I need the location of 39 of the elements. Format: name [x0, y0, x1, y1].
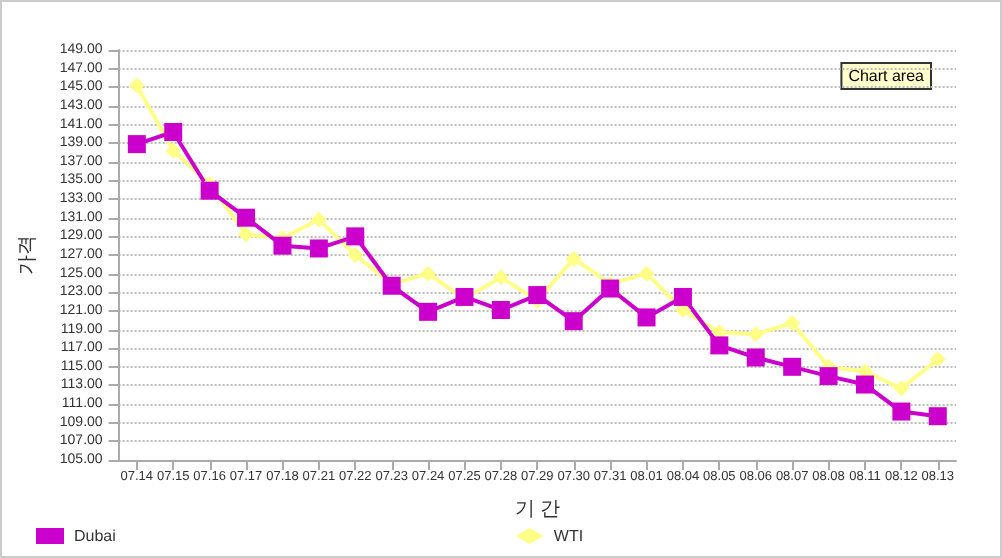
point [784, 315, 801, 332]
point [819, 367, 838, 386]
point [928, 407, 947, 426]
point [892, 402, 911, 421]
point [601, 279, 620, 298]
point [273, 236, 292, 255]
point [165, 142, 182, 159]
point [347, 247, 364, 263]
legend-label: WTI [553, 527, 584, 545]
x-axis-title: 기 간 [514, 499, 561, 521]
point [638, 265, 655, 282]
point [164, 123, 183, 141]
point [746, 348, 765, 367]
legend-label: Dubai [74, 527, 117, 545]
point [565, 250, 582, 267]
point [420, 265, 437, 282]
point [127, 135, 146, 154]
point [528, 286, 547, 305]
point [893, 380, 910, 397]
point [200, 181, 219, 200]
point [238, 226, 255, 243]
point [309, 239, 328, 258]
point [710, 336, 729, 355]
point [929, 351, 946, 368]
point [564, 312, 583, 331]
point [491, 300, 510, 319]
point [783, 357, 802, 376]
point [346, 227, 365, 246]
point [673, 287, 692, 306]
annotation: Chart area [848, 67, 926, 85]
point [237, 208, 256, 227]
y-axis-title: 가격 [17, 235, 39, 275]
point [310, 211, 327, 228]
point [855, 375, 874, 394]
point [128, 77, 145, 94]
point [637, 308, 656, 327]
point [492, 269, 509, 286]
point [419, 302, 438, 321]
point [747, 326, 764, 343]
